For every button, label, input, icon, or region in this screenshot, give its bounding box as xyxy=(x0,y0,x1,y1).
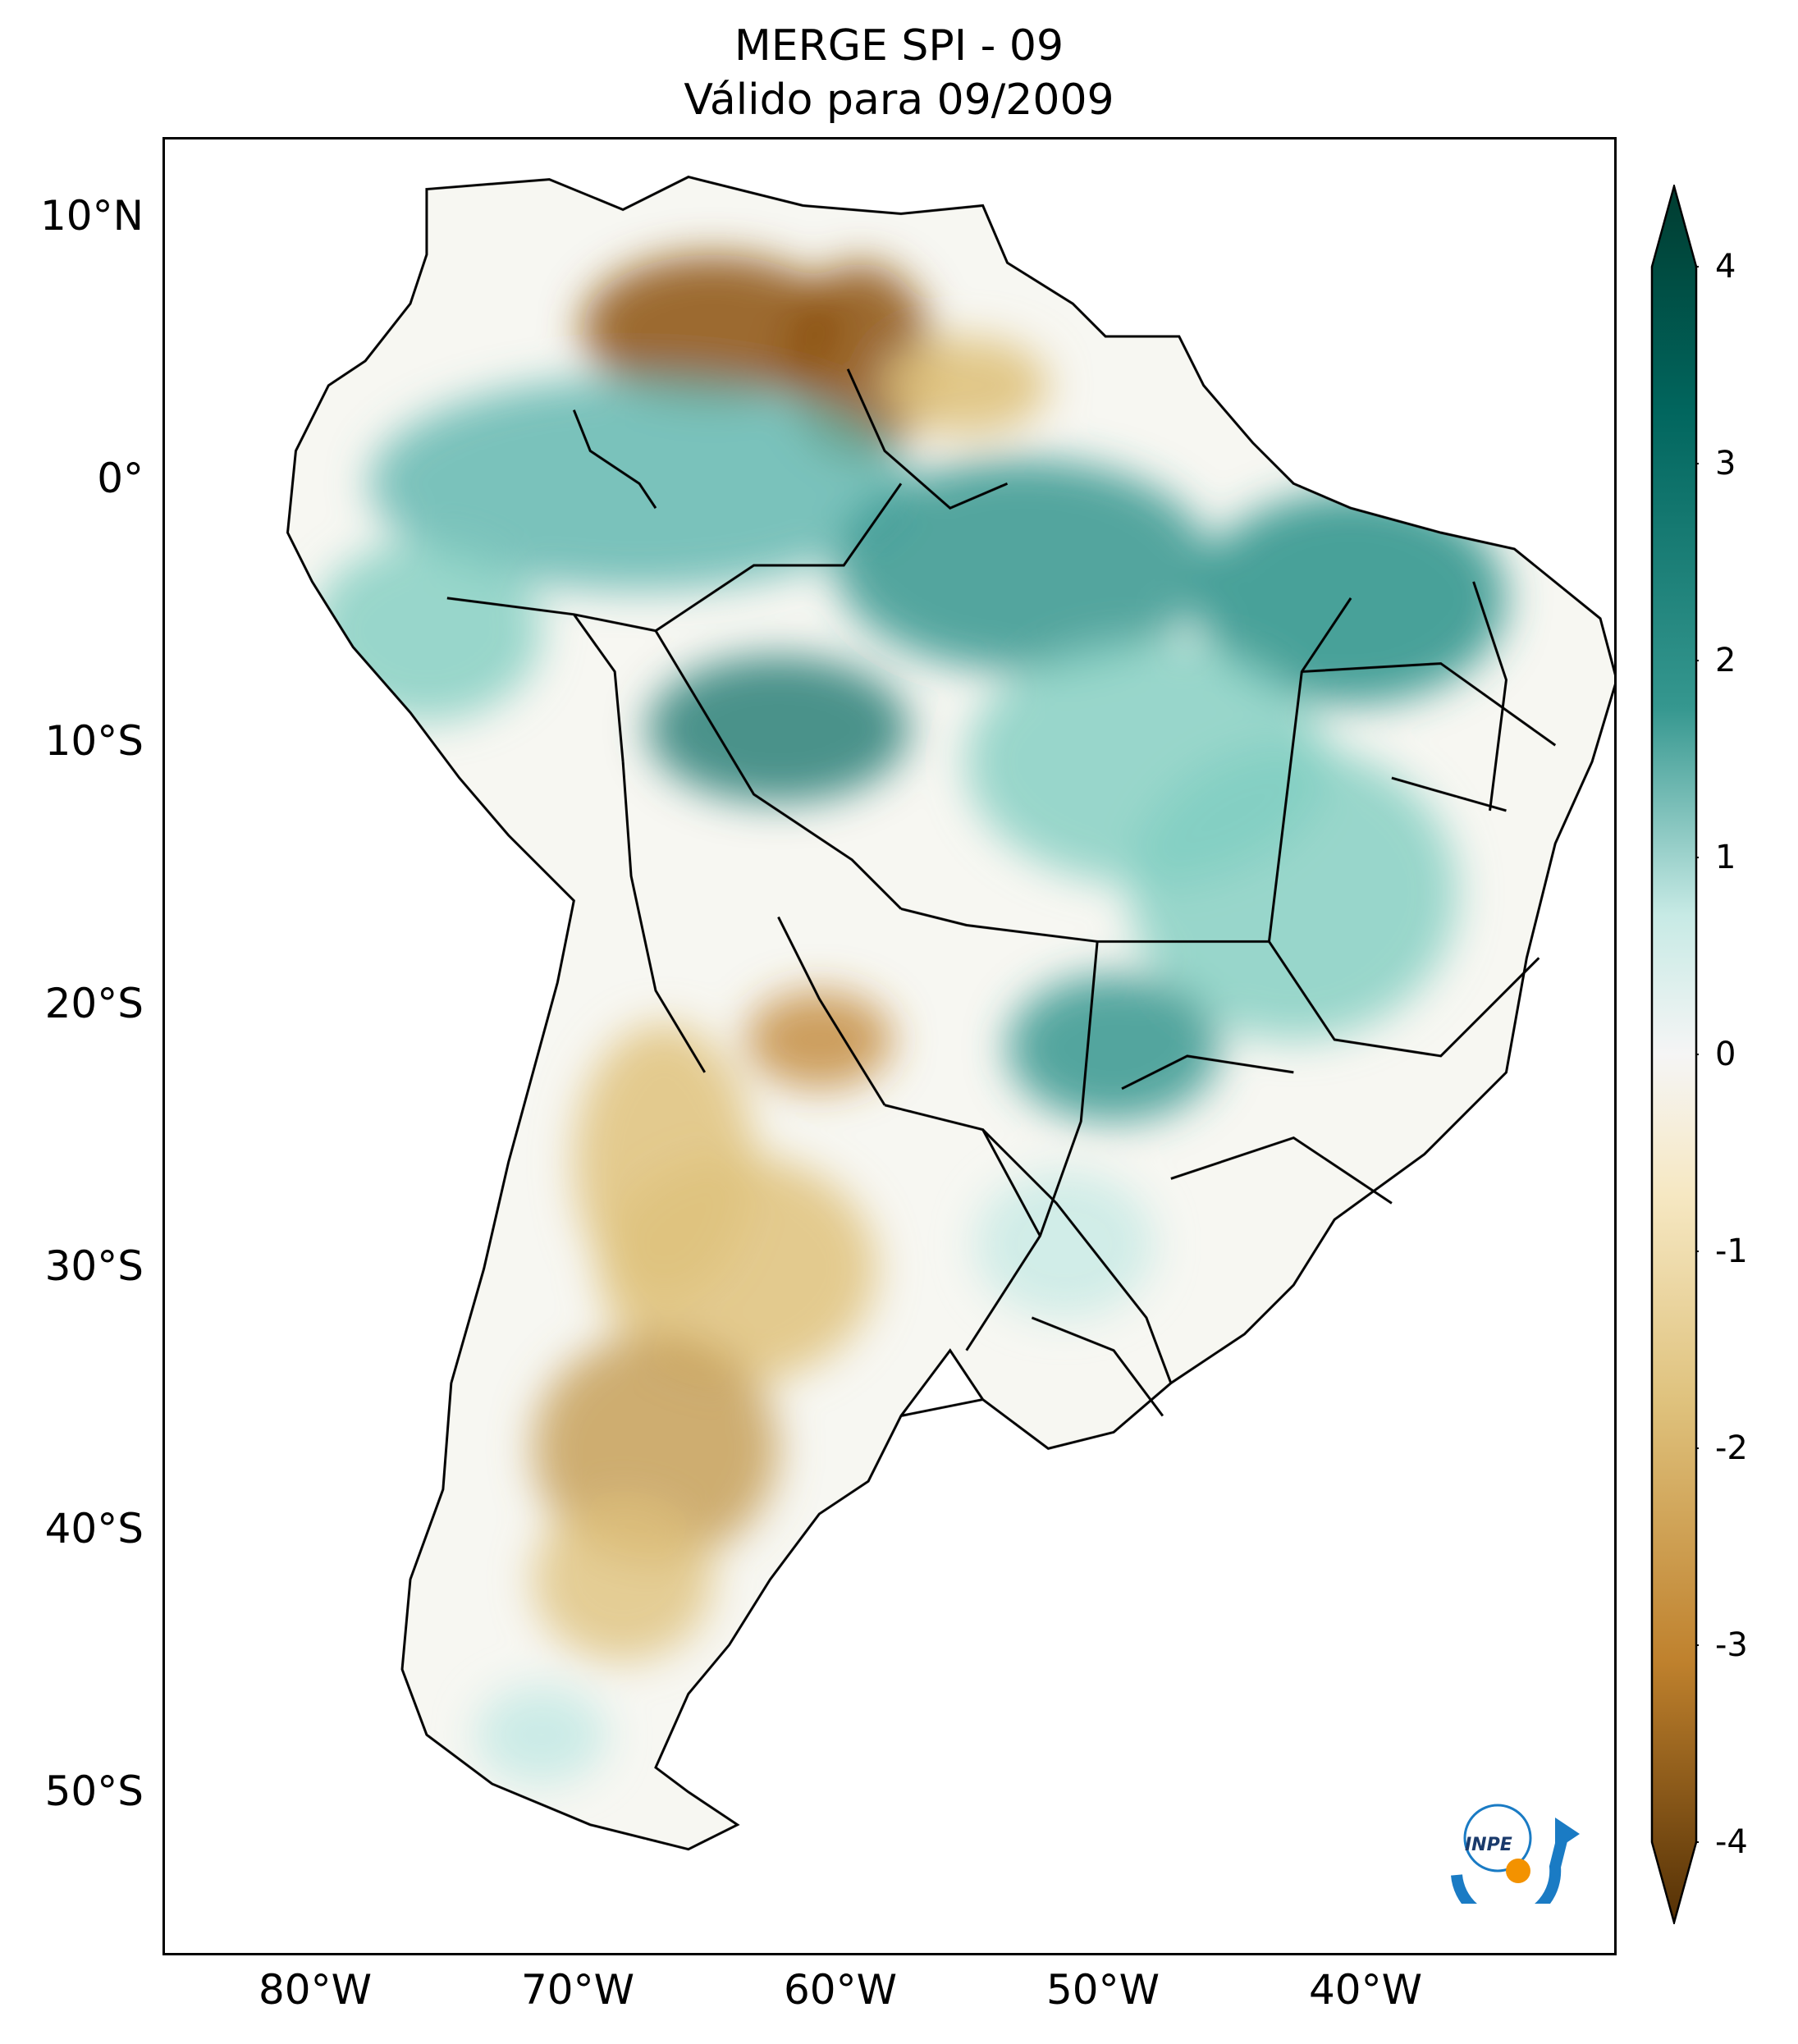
lon-tick-label: 40°W xyxy=(1308,1966,1423,2014)
colorbar-tick-label: -1 xyxy=(1715,1232,1748,1270)
map-subtitle: Válido para 09/2009 xyxy=(684,75,1114,125)
colorbar-tick-label: 4 xyxy=(1715,248,1736,286)
lat-tick-label: 30°S xyxy=(44,1242,144,1290)
lat-tick-label: 0° xyxy=(97,455,144,502)
spi-field xyxy=(287,176,1614,1850)
lon-tick-label: 70°W xyxy=(520,1966,635,2014)
colorbar-tick-label: -4 xyxy=(1715,1823,1748,1861)
continent-coastline xyxy=(286,176,1614,1851)
colorbar-tick-label: 3 xyxy=(1715,445,1736,482)
lat-tick-label: 10°S xyxy=(44,717,144,765)
lon-tick-label: 50°W xyxy=(1045,1966,1160,2014)
colorbar-tick-label: -2 xyxy=(1715,1429,1748,1467)
colorbar-tick-label: 1 xyxy=(1715,839,1736,876)
map-plot-area xyxy=(162,137,1617,1955)
south-america-map xyxy=(286,176,1614,1851)
lat-tick-label: 10°N xyxy=(39,192,144,240)
colorbar-tick-label: 2 xyxy=(1715,642,1736,679)
colorbar-tick-label: -3 xyxy=(1715,1626,1748,1664)
lat-tick-label: 40°S xyxy=(44,1505,144,1552)
inpe-logo: INPE xyxy=(1451,1804,1580,1904)
country-borders xyxy=(446,368,1557,1417)
lon-tick-label: 60°W xyxy=(783,1966,898,2014)
colorbar xyxy=(1650,185,1699,1924)
lat-tick-label: 50°S xyxy=(44,1767,144,1815)
map-title: MERGE SPI - 09 xyxy=(734,21,1064,71)
inpe-logo-text: INPE xyxy=(1465,1835,1512,1855)
lon-tick-label: 80°W xyxy=(258,1966,373,2014)
colorbar-tick-label: 0 xyxy=(1715,1036,1736,1073)
lat-tick-label: 20°S xyxy=(44,980,144,1027)
